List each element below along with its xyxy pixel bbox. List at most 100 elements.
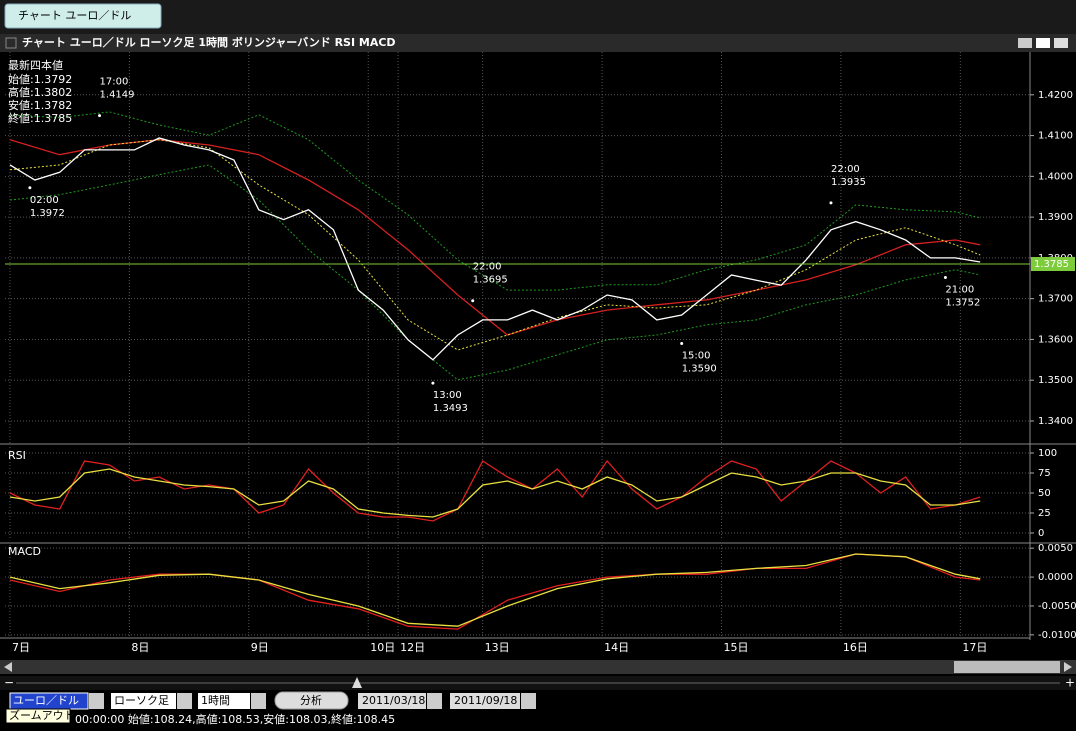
dropdown-button[interactable] (427, 693, 442, 709)
window-title: チャート ユーロ／ドル ローソク足 1時間 ボリンジャーバンド RSI MACD (22, 35, 396, 49)
y-tick-label: 1.4000 (1038, 171, 1073, 182)
annotation-time: 22:00 (473, 262, 502, 273)
x-tick-label: 10日 (370, 641, 395, 654)
y-tick-label: 1.3900 (1038, 212, 1073, 223)
series-line (9, 553, 981, 627)
annotation-point (829, 201, 833, 205)
annotation-point (680, 342, 684, 346)
title-bar (0, 34, 1076, 52)
x-tick-label: 15日 (724, 641, 749, 654)
window-icon (5, 37, 17, 49)
dropdown-button[interactable] (177, 693, 192, 709)
minimize-button[interactable] (1018, 38, 1032, 48)
series-line (9, 111, 981, 291)
x-tick-label: 16日 (843, 641, 868, 654)
scrollbar[interactable] (0, 660, 1076, 674)
annotation-time: 22:00 (831, 164, 860, 175)
x-tick-label: 12日 (400, 641, 425, 654)
y-tick-label: 0.0000 (1038, 572, 1073, 583)
slider-handle[interactable] (352, 677, 362, 688)
x-tick-label: 17日 (962, 641, 987, 654)
quote-row: 高値:1.3802 (8, 85, 72, 99)
annotation-label: 1.3493 (433, 403, 468, 414)
annotation-point (28, 186, 32, 190)
series-line (9, 137, 981, 361)
dropdown-button[interactable] (521, 693, 536, 709)
maximize-button[interactable] (1036, 38, 1050, 48)
tab[interactable] (4, 3, 162, 29)
tab-label: チャート ユーロ／ドル (18, 9, 131, 22)
dropdown-button[interactable] (251, 693, 266, 709)
x-tick-label: 14日 (604, 641, 629, 654)
zoom-in[interactable]: + (1065, 676, 1075, 690)
panel-title: RSI (8, 449, 26, 462)
annotation-point (943, 275, 947, 279)
tooltip (5, 708, 71, 724)
dropdown-button[interactable] (89, 693, 104, 709)
zoom-out[interactable]: − (4, 676, 14, 690)
tab-bar (0, 0, 1076, 34)
annotation-label: 1.3590 (682, 364, 717, 375)
x-tick-label: 8日 (131, 641, 149, 654)
scroll-right[interactable] (1064, 662, 1072, 672)
series-line (9, 139, 981, 336)
y-tick-label: 0 (1038, 528, 1044, 539)
plot-bg (0, 52, 1076, 658)
kind-select[interactable] (111, 693, 176, 709)
y-tick-label: -0.0050 (1038, 601, 1076, 612)
analyze-label: 分析 (300, 693, 322, 707)
annotation-time: 17:00 (100, 77, 129, 88)
annotation-point (471, 299, 475, 303)
y-tick-label: 25 (1038, 508, 1051, 519)
y-tick-label: 1.4100 (1038, 131, 1073, 142)
from-label: 2011/03/18 (362, 694, 425, 707)
close-button[interactable] (1054, 38, 1068, 48)
from-date[interactable] (358, 693, 426, 709)
annotation-time: 21:00 (945, 284, 974, 295)
panel-title: MACD (8, 545, 41, 558)
series-line (9, 553, 981, 630)
y-tick-label: 1.3500 (1038, 375, 1073, 386)
to-label: 2011/09/18 (454, 694, 517, 707)
tooltip-text: ズームアウト (9, 708, 75, 722)
y-tick-label: -0.0100 (1038, 630, 1076, 641)
price-tag (1031, 257, 1075, 272)
chart-layer: 7日 8日 9日 10日 12日 13日 14日 15日 16日 17日 1.3400 1.3500 1… (5, 52, 1076, 654)
y-tick-label: 1.4200 (1038, 90, 1073, 101)
annotation-point (98, 114, 102, 118)
interval-select[interactable] (198, 693, 250, 709)
x-tick-label: 13日 (485, 641, 510, 654)
quote-box: 最新四本値 始値:1.3792 高値:1.3802 安値:1.3782 終値:1… (8, 58, 72, 125)
quote-title: 最新四本値 (8, 58, 63, 72)
y-tick-label: 1.3600 (1038, 334, 1073, 345)
series-line (9, 468, 981, 518)
quote-row: 終値:1.3785 (8, 111, 72, 125)
annotation-label: 1.3972 (30, 208, 65, 219)
status-text: 00:00:00 始値:108.24,高値:108.53,安値:108.03,終… (75, 712, 395, 726)
annotation-label: 1.3935 (831, 177, 866, 188)
annotation-time: 02:00 (30, 195, 59, 206)
y-tick-label: 0.0050 (1038, 543, 1073, 554)
to-date[interactable] (450, 693, 520, 709)
series-line (9, 164, 981, 381)
interval-label: 1時間 (201, 694, 230, 707)
annotation-point (431, 381, 435, 385)
annotation-label: 1.3695 (473, 275, 508, 286)
scroll-thumb[interactable] (954, 661, 1060, 673)
kind-label: ローソク足 (114, 694, 169, 707)
annotation-time: 15:00 (682, 351, 711, 362)
pair-label: ユーロ／ドル (13, 694, 79, 707)
y-tick-label: 75 (1038, 468, 1051, 479)
analyze-button[interactable] (274, 691, 349, 710)
scroll-left[interactable] (4, 662, 12, 672)
quote-row: 安値:1.3782 (8, 98, 72, 112)
annotation-label: 1.3752 (945, 297, 980, 308)
x-tick-label: 7日 (12, 641, 30, 654)
y-tick-label: 100 (1038, 448, 1057, 459)
quote-row: 始値:1.3792 (8, 72, 72, 86)
y-tick-label: 1.3400 (1038, 416, 1073, 427)
x-tick-label: 9日 (251, 641, 269, 654)
annotation-label: 1.4149 (100, 90, 135, 101)
y-tick-label: 1.3700 (1038, 294, 1073, 305)
